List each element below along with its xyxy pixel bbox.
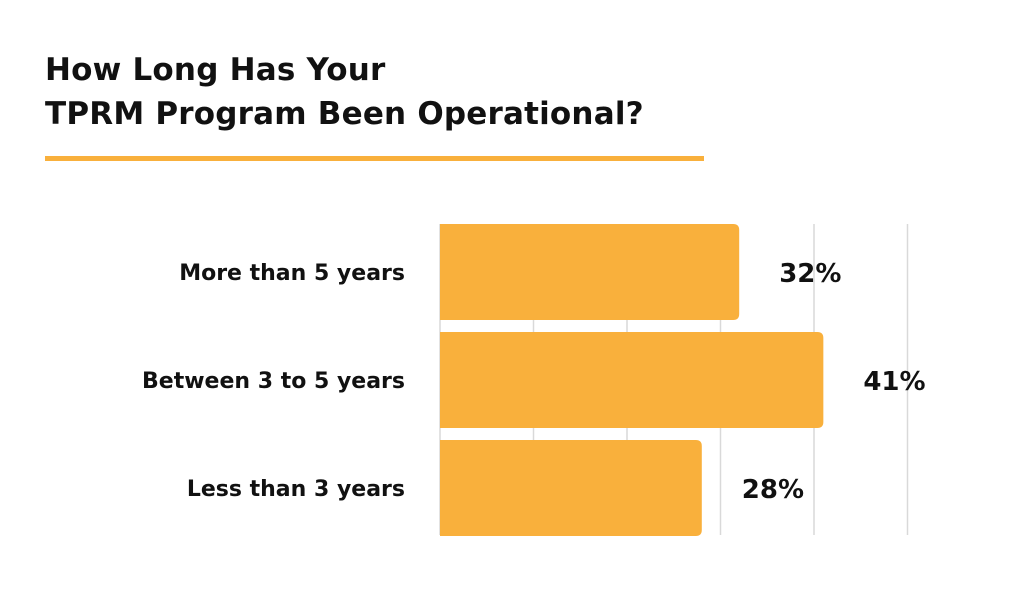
title-underline (45, 156, 704, 161)
category-label-3: Less than 3 years (187, 477, 405, 502)
chart-title-line-1: How Long Has Your (45, 52, 386, 88)
chart-title: How Long Has Your TPRM Program Been Oper… (45, 48, 644, 136)
value-label-3: 28% (742, 475, 804, 505)
value-label-2: 41% (863, 367, 925, 397)
bar-2 (440, 332, 824, 428)
bar-3 (440, 440, 702, 536)
chart-title-line-2: TPRM Program Been Operational? (45, 96, 644, 132)
category-label-1: More than 5 years (179, 261, 405, 286)
bar-1 (440, 224, 740, 320)
category-label-2: Between 3 to 5 years (142, 369, 405, 394)
value-label-1: 32% (779, 259, 841, 289)
